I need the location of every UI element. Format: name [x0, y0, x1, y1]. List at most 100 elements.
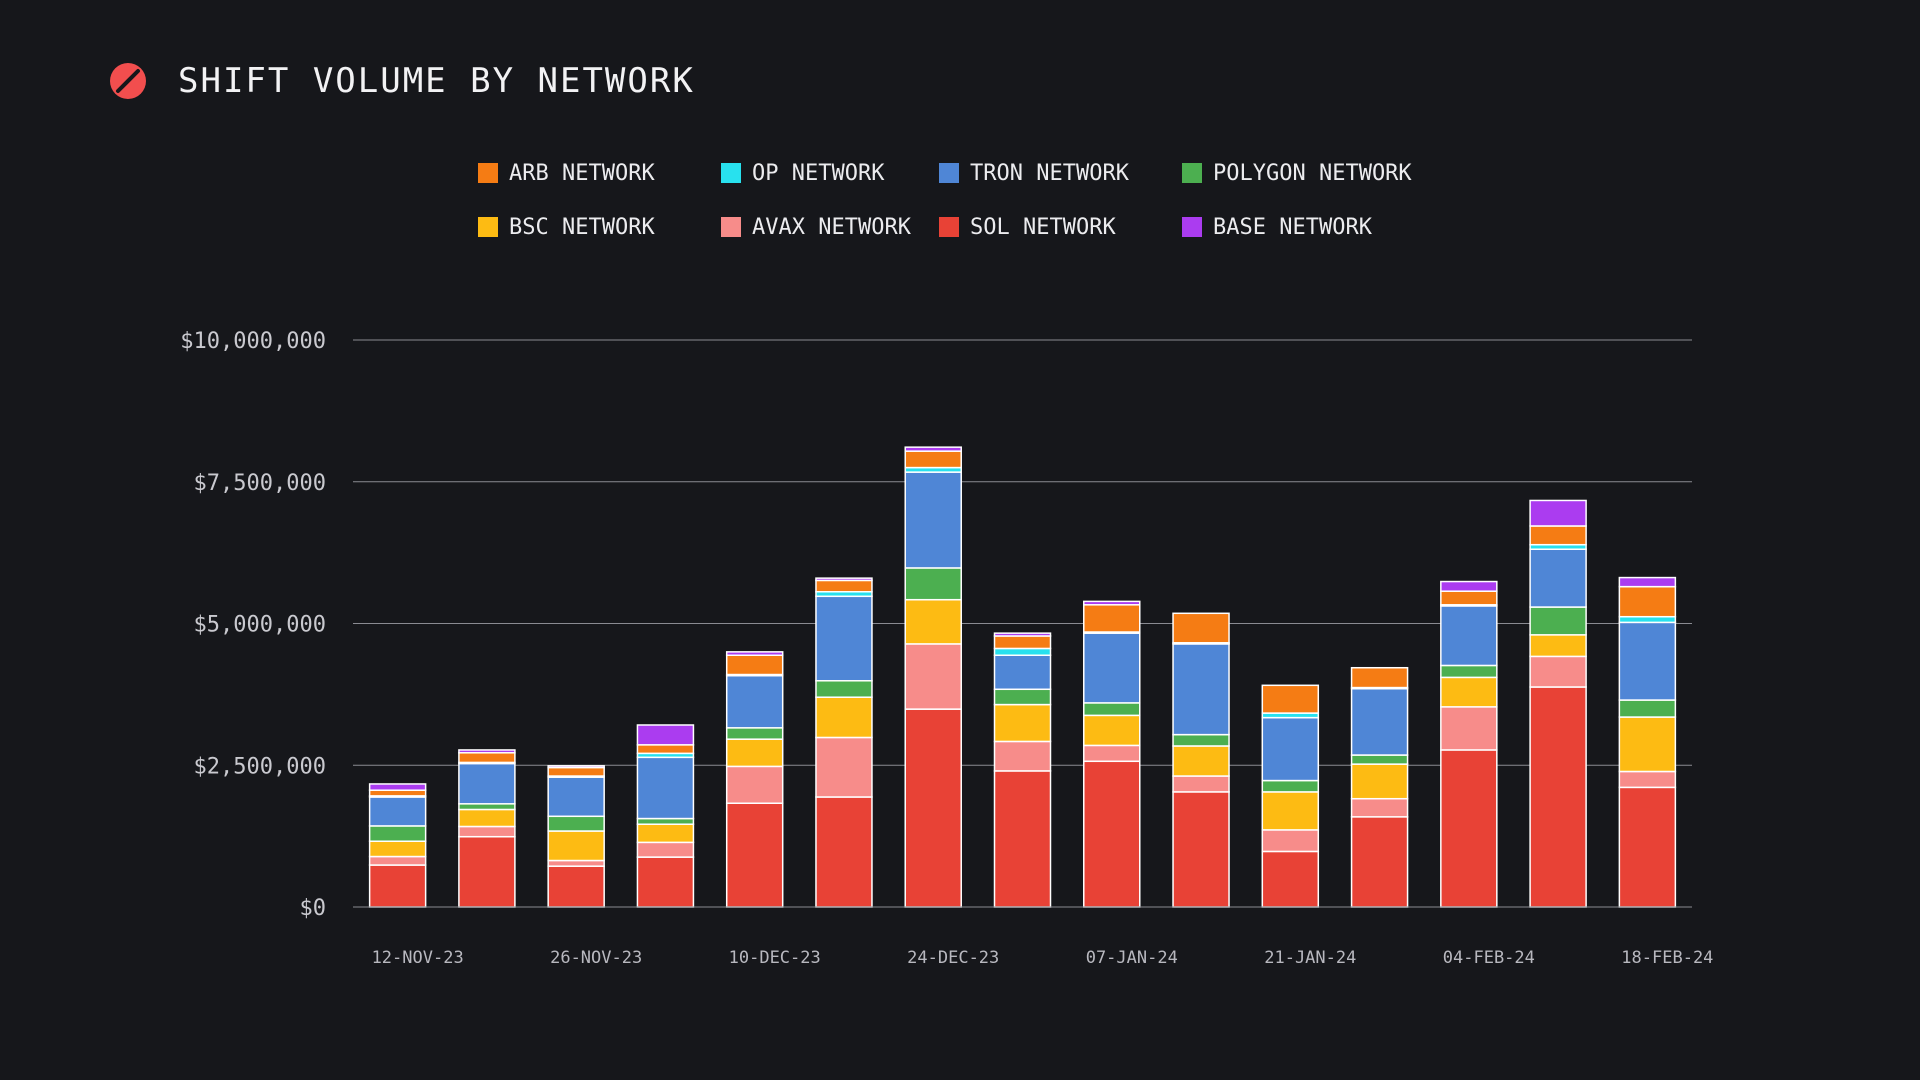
bar-segment-arb-network[interactable] — [1261, 684, 1320, 714]
bar-segment-avax-network[interactable] — [368, 855, 427, 866]
bar-segment-tron-network[interactable] — [1440, 605, 1498, 667]
bar-segment-tron-network[interactable] — [1350, 687, 1409, 756]
legend-item-bsc-network[interactable]: BSC NETWORK — [478, 214, 721, 240]
bar-segment-tron-network[interactable] — [1261, 716, 1320, 782]
bar-segment-bsc-network[interactable] — [458, 808, 516, 828]
bar-segment-tron-network[interactable] — [1083, 632, 1141, 704]
bar-stack-03-dec-23[interactable] — [636, 724, 695, 908]
bar-segment-bsc-network[interactable] — [368, 840, 427, 858]
bar-stack-04-feb-24[interactable] — [1440, 580, 1498, 908]
bar-segment-arb-network[interactable] — [1618, 585, 1677, 618]
bar-segment-bsc-network[interactable] — [1350, 763, 1409, 800]
bar-segment-base-network[interactable] — [993, 632, 1052, 637]
bar-segment-polygon-network[interactable] — [1261, 779, 1320, 793]
legend-item-op-network[interactable]: OP NETWORK — [721, 160, 939, 186]
bar-stack-11-feb-24[interactable] — [1529, 499, 1587, 908]
bar-segment-polygon-network[interactable] — [1618, 699, 1677, 718]
bar-segment-polygon-network[interactable] — [1172, 733, 1230, 747]
bar-segment-bsc-network[interactable] — [993, 703, 1052, 743]
bar-segment-avax-network[interactable] — [1529, 655, 1587, 688]
bar-segment-avax-network[interactable] — [993, 740, 1052, 772]
bar-segment-arb-network[interactable] — [993, 635, 1052, 650]
bar-stack-07-jan-24[interactable] — [1083, 600, 1141, 908]
bar-segment-sol-network[interactable] — [815, 796, 873, 908]
bar-stack-12-nov-23[interactable] — [368, 783, 427, 908]
bar-segment-polygon-network[interactable] — [815, 680, 873, 698]
bar-segment-avax-network[interactable] — [458, 825, 516, 838]
bar-segment-tron-network[interactable] — [1172, 643, 1230, 736]
bar-segment-tron-network[interactable] — [993, 654, 1052, 691]
bar-segment-bsc-network[interactable] — [1172, 745, 1230, 777]
bar-segment-tron-network[interactable] — [904, 471, 962, 569]
bar-segment-arb-network[interactable] — [1350, 666, 1409, 689]
bar-segment-arb-network[interactable] — [368, 789, 427, 797]
bar-segment-arb-network[interactable] — [636, 744, 695, 755]
bar-segment-base-network[interactable] — [1529, 499, 1587, 527]
bar-segment-avax-network[interactable] — [1618, 770, 1677, 789]
bar-segment-sol-network[interactable] — [1618, 786, 1677, 908]
bar-segment-sol-network[interactable] — [725, 802, 784, 908]
bar-segment-avax-network[interactable] — [904, 643, 962, 710]
bar-segment-bsc-network[interactable] — [636, 823, 695, 844]
bar-segment-op-network[interactable] — [993, 647, 1052, 657]
bar-segment-sol-network[interactable] — [904, 708, 962, 908]
bar-segment-arb-network[interactable] — [1440, 590, 1498, 606]
bar-segment-avax-network[interactable] — [1440, 706, 1498, 751]
bar-segment-sol-network[interactable] — [1440, 749, 1498, 908]
legend-item-avax-network[interactable]: AVAX NETWORK — [721, 214, 939, 240]
bar-segment-base-network[interactable] — [1618, 576, 1677, 588]
bar-segment-bsc-network[interactable] — [725, 738, 784, 768]
bar-segment-arb-network[interactable] — [458, 752, 516, 764]
bar-segment-polygon-network[interactable] — [368, 825, 427, 842]
legend-item-sol-network[interactable]: SOL NETWORK — [939, 214, 1182, 240]
bar-segment-base-network[interactable] — [1083, 600, 1141, 606]
bar-segment-arb-network[interactable] — [725, 654, 784, 676]
legend-item-polygon-network[interactable]: POLYGON NETWORK — [1182, 160, 1442, 186]
bar-segment-base-network[interactable] — [636, 724, 695, 746]
bar-segment-tron-network[interactable] — [1529, 548, 1587, 608]
bar-segment-tron-network[interactable] — [636, 756, 695, 820]
bar-segment-bsc-network[interactable] — [904, 598, 962, 645]
bar-segment-polygon-network[interactable] — [1529, 606, 1587, 636]
bar-segment-bsc-network[interactable] — [1440, 676, 1498, 708]
bar-segment-base-network[interactable] — [547, 765, 605, 769]
bar-segment-polygon-network[interactable] — [547, 815, 605, 832]
bar-segment-base-network[interactable] — [725, 651, 784, 657]
bar-segment-polygon-network[interactable] — [1350, 754, 1409, 765]
bar-segment-sol-network[interactable] — [1083, 760, 1141, 908]
bar-segment-arb-network[interactable] — [815, 579, 873, 593]
bar-stack-28-jan-24[interactable] — [1350, 666, 1409, 908]
bar-segment-bsc-network[interactable] — [1261, 791, 1320, 831]
bar-segment-arb-network[interactable] — [547, 766, 605, 777]
bar-segment-base-network[interactable] — [368, 783, 427, 791]
bar-segment-bsc-network[interactable] — [1618, 716, 1677, 773]
bar-segment-bsc-network[interactable] — [547, 830, 605, 862]
bar-segment-bsc-network[interactable] — [815, 696, 873, 739]
bar-segment-avax-network[interactable] — [1083, 744, 1141, 763]
bar-segment-tron-network[interactable] — [815, 595, 873, 682]
bar-stack-17-dec-23[interactable] — [815, 577, 873, 908]
bar-stack-26-nov-23[interactable] — [547, 765, 605, 908]
bar-segment-avax-network[interactable] — [725, 765, 784, 804]
bar-segment-polygon-network[interactable] — [1440, 664, 1498, 679]
bar-segment-polygon-network[interactable] — [725, 727, 784, 740]
bar-segment-avax-network[interactable] — [1261, 829, 1320, 853]
bar-segment-tron-network[interactable] — [1618, 621, 1677, 701]
bar-segment-base-network[interactable] — [815, 577, 873, 582]
bar-segment-avax-network[interactable] — [636, 841, 695, 858]
bar-stack-10-dec-23[interactable] — [725, 651, 784, 908]
bar-segment-avax-network[interactable] — [1172, 775, 1230, 793]
bar-segment-base-network[interactable] — [904, 446, 962, 452]
bar-segment-avax-network[interactable] — [547, 859, 605, 867]
bar-segment-sol-network[interactable] — [1261, 850, 1320, 908]
legend-item-tron-network[interactable]: TRON NETWORK — [939, 160, 1182, 186]
bar-segment-tron-network[interactable] — [547, 776, 605, 818]
bar-segment-sol-network[interactable] — [458, 835, 516, 908]
bar-segment-sol-network[interactable] — [993, 770, 1052, 908]
bar-stack-19-nov-23[interactable] — [458, 749, 516, 908]
bar-segment-arb-network[interactable] — [1529, 525, 1587, 546]
bar-segment-bsc-network[interactable] — [1529, 634, 1587, 658]
bar-segment-tron-network[interactable] — [368, 796, 427, 827]
bar-segment-tron-network[interactable] — [458, 762, 516, 805]
bar-stack-24-dec-23[interactable] — [904, 446, 962, 908]
